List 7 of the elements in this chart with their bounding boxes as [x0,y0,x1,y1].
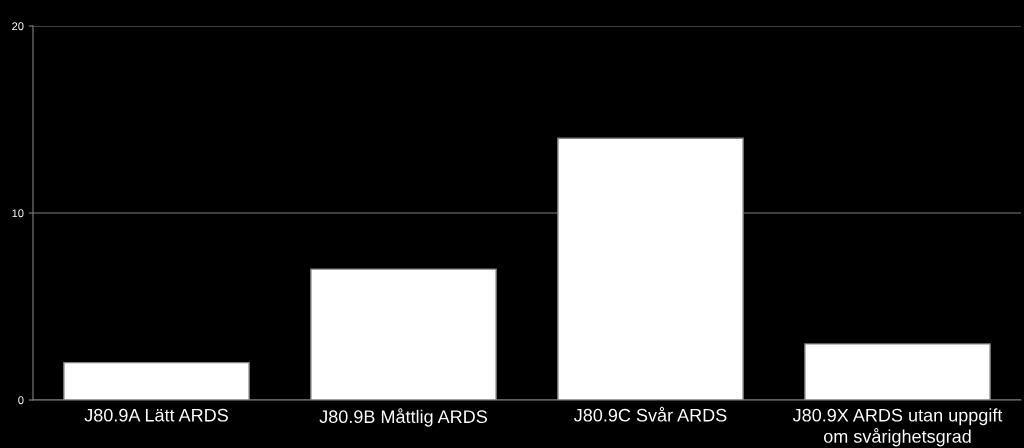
x-tick-label: J80.9X ARDS utan uppgift om svårighetsgrad [792,408,1003,447]
y-tick-label: 20 [12,22,24,31]
x-tick-label: J80.9B Måttlig ARDS [319,408,487,427]
y-tick-label: 0 [18,396,24,405]
x-tick-label: J80.9C Svår ARDS [574,406,727,422]
x-tick-label: J80.9A Lätt ARDS [84,408,228,422]
y-tick-label: 10 [12,209,24,218]
